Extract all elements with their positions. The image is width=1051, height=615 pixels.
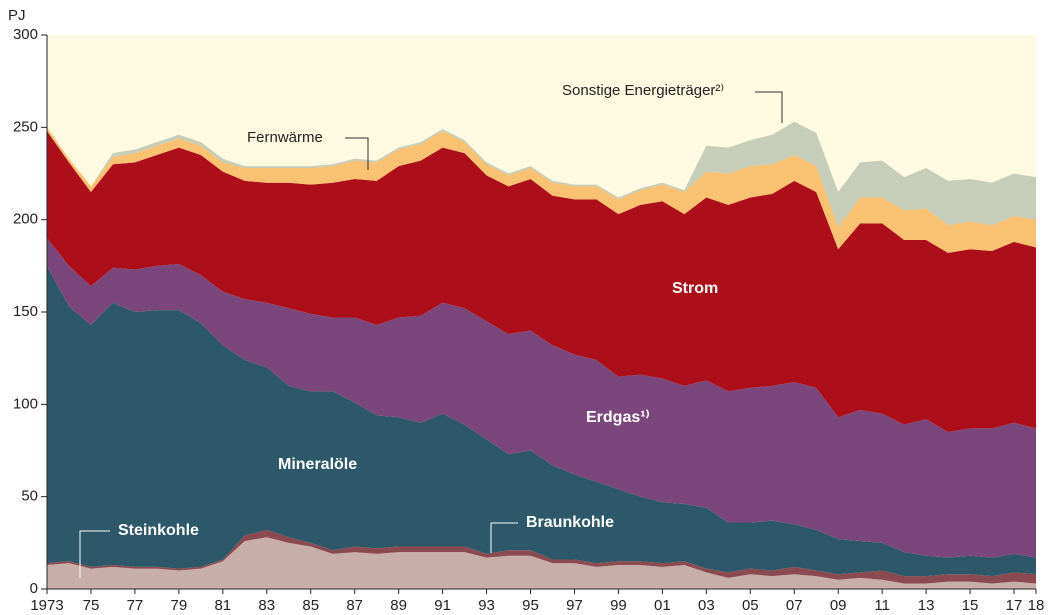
- x-tick-label: 81: [214, 597, 231, 614]
- x-tick-label: 91: [434, 597, 451, 614]
- y-axis-label: PJ: [8, 7, 26, 24]
- x-tick-label: 01: [654, 597, 671, 614]
- area: [47, 121, 1036, 228]
- y-tick-label: 200: [13, 211, 38, 228]
- x-tick-label: 75: [83, 597, 100, 614]
- area: [47, 537, 1036, 589]
- area-label: Braunkohle: [526, 514, 614, 531]
- x-tick-label: 89: [390, 597, 407, 614]
- area: [47, 529, 1036, 584]
- x-tick-label: 05: [742, 597, 759, 614]
- area: [47, 265, 1036, 577]
- area: [47, 127, 1036, 253]
- area-label: Strom: [672, 280, 718, 297]
- leader-line: [755, 91, 783, 123]
- y-tick-label: 0: [30, 580, 38, 597]
- x-tick-label: 1973: [30, 597, 63, 614]
- y-tick-label: 250: [13, 118, 38, 135]
- area-label: Erdgas¹⁾: [586, 409, 650, 426]
- y-tick-label: 150: [13, 303, 38, 320]
- x-tick-label: 17: [1006, 597, 1023, 614]
- area: [47, 238, 1036, 558]
- y-tick-label: 50: [21, 488, 38, 505]
- y-tick-label: 100: [13, 395, 38, 412]
- x-tick-label: 85: [302, 597, 319, 614]
- x-tick-label: 99: [610, 597, 627, 614]
- x-tick-label: 77: [127, 597, 144, 614]
- x-tick-label: 97: [566, 597, 583, 614]
- area-label: Mineralöle: [278, 456, 357, 473]
- x-tick-label: 93: [478, 597, 495, 614]
- x-tick-label: 11: [874, 597, 890, 614]
- leader-line: [345, 137, 369, 170]
- y-tick-label: 300: [13, 26, 38, 43]
- leader-line: [79, 530, 110, 578]
- x-tick-label: 03: [698, 597, 715, 614]
- x-tick-label: 83: [258, 597, 275, 614]
- area: [47, 131, 1036, 433]
- x-tick-label: 09: [830, 597, 847, 614]
- area-label: Steinkohle: [118, 522, 199, 539]
- x-tick-label: 07: [786, 597, 803, 614]
- x-tick-label: 87: [346, 597, 363, 614]
- x-tick-label: 18: [1028, 597, 1045, 614]
- leader-line: [490, 522, 518, 553]
- x-tick-label: 95: [522, 597, 539, 614]
- x-tick-label: 15: [962, 597, 979, 614]
- area-label: Sonstige Energieträger²⁾: [562, 82, 724, 99]
- x-tick-label: 13: [918, 597, 935, 614]
- x-tick-label: 79: [171, 597, 188, 614]
- area-label: Fernwärme: [247, 129, 323, 146]
